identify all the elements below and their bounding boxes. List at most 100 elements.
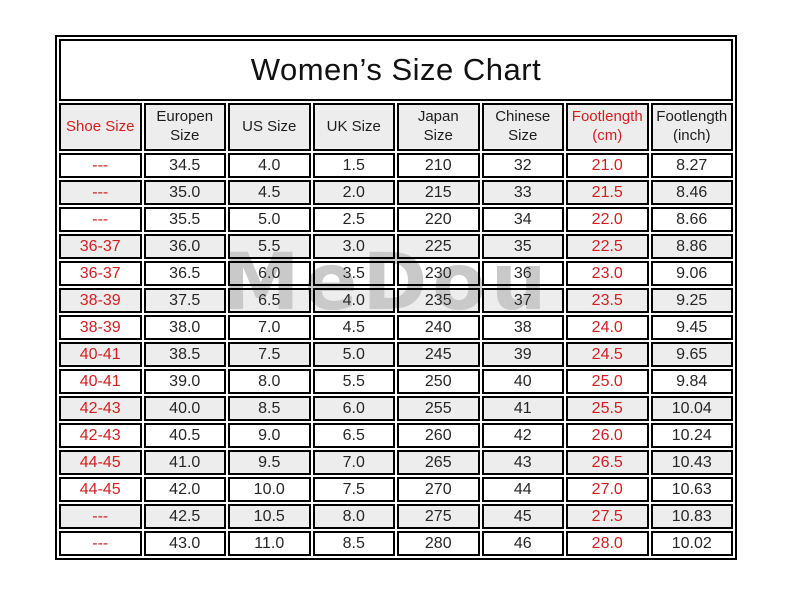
column-header: Europen Size [143, 103, 226, 151]
table-cell: 8.86 [650, 234, 733, 259]
table-row: 44-45 42.0 10.0 7.5 270 44 27.0 10.63 [59, 477, 733, 502]
table-cell: 6.5 [228, 288, 311, 313]
table-cell: 35.0 [143, 180, 226, 205]
table-cell: 10.24 [650, 423, 733, 448]
table-cell: 5.5 [228, 234, 311, 259]
table-cell: 28.0 [566, 531, 649, 556]
table-cell: 210 [397, 153, 480, 178]
table-cell: 44 [481, 477, 564, 502]
table-cell: 45 [481, 504, 564, 529]
table-cell: 34.5 [143, 153, 226, 178]
column-header: Shoe Size [59, 103, 142, 151]
table-cell: 26.5 [566, 450, 649, 475]
table-cell: 32 [481, 153, 564, 178]
table-cell: 250 [397, 369, 480, 394]
table-cell: 40-41 [59, 342, 142, 367]
table-cell: 270 [397, 477, 480, 502]
table-cell: 42-43 [59, 396, 142, 421]
table-cell: 7.5 [228, 342, 311, 367]
table-row: 40-41 38.5 7.5 5.0 245 39 24.5 9.65 [59, 342, 733, 367]
table-cell: 8.66 [650, 207, 733, 232]
table-cell: 8.0 [228, 369, 311, 394]
table-cell: 26.0 [566, 423, 649, 448]
table-cell: 4.0 [312, 288, 395, 313]
table-cell: 27.0 [566, 477, 649, 502]
table-cell: 46 [481, 531, 564, 556]
table-cell: 35 [481, 234, 564, 259]
table-cell: 41.0 [143, 450, 226, 475]
womens-size-chart-table: Women’s Size Chart Shoe Size Europen Size… [55, 35, 737, 560]
table-cell: --- [59, 531, 142, 556]
table-cell: 38.0 [143, 315, 226, 340]
table-cell: 260 [397, 423, 480, 448]
column-header: Footlength (cm) [566, 103, 649, 151]
table-cell: 10.02 [650, 531, 733, 556]
table-row: 44-45 41.0 9.5 7.0 265 43 26.5 10.43 [59, 450, 733, 475]
table-cell: 10.04 [650, 396, 733, 421]
table-cell: 40.5 [143, 423, 226, 448]
table-cell: --- [59, 207, 142, 232]
table-row: --- 34.5 4.0 1.5 210 32 21.0 8.27 [59, 153, 733, 178]
table-cell: 44-45 [59, 477, 142, 502]
table-cell: 23.0 [566, 261, 649, 286]
table-cell: 9.84 [650, 369, 733, 394]
table-cell: 34 [481, 207, 564, 232]
table-cell: 11.0 [228, 531, 311, 556]
table-cell: 36.0 [143, 234, 226, 259]
table-cell: 7.0 [228, 315, 311, 340]
table-cell: 240 [397, 315, 480, 340]
table-row: 38-39 38.0 7.0 4.5 240 38 24.0 9.45 [59, 315, 733, 340]
table-cell: 2.0 [312, 180, 395, 205]
table-row: 36-37 36.0 5.5 3.0 225 35 22.5 8.86 [59, 234, 733, 259]
table-cell: 36 [481, 261, 564, 286]
table-cell: 9.25 [650, 288, 733, 313]
table-cell: 25.5 [566, 396, 649, 421]
header-row: Shoe Size Europen Size US Size UK Size Japan… [59, 103, 733, 151]
table-cell: 36.5 [143, 261, 226, 286]
table-cell: 21.0 [566, 153, 649, 178]
table-cell: 38.5 [143, 342, 226, 367]
table-cell: 5.0 [228, 207, 311, 232]
table-row: 36-37 36.5 6.0 3.5 230 36 23.0 9.06 [59, 261, 733, 286]
column-header: Japan Size [397, 103, 480, 151]
table-cell: 22.0 [566, 207, 649, 232]
table-cell: 215 [397, 180, 480, 205]
table-cell: --- [59, 504, 142, 529]
table-cell: 22.5 [566, 234, 649, 259]
table-row: 42-43 40.5 9.0 6.5 260 42 26.0 10.24 [59, 423, 733, 448]
table-cell: 255 [397, 396, 480, 421]
table-cell: 2.5 [312, 207, 395, 232]
table-row: 42-43 40.0 8.5 6.0 255 41 25.5 10.04 [59, 396, 733, 421]
table-cell: 5.5 [312, 369, 395, 394]
table-cell: 40.0 [143, 396, 226, 421]
table-cell: 10.0 [228, 477, 311, 502]
table-cell: --- [59, 153, 142, 178]
table-cell: 245 [397, 342, 480, 367]
table-cell: 8.46 [650, 180, 733, 205]
table-cell: 5.0 [312, 342, 395, 367]
table-row: --- 43.0 11.0 8.5 280 46 28.0 10.02 [59, 531, 733, 556]
table-cell: 9.0 [228, 423, 311, 448]
table-cell: 37.5 [143, 288, 226, 313]
table-cell: 10.63 [650, 477, 733, 502]
table-cell: 38-39 [59, 315, 142, 340]
table-cell: 41 [481, 396, 564, 421]
table-cell: 40 [481, 369, 564, 394]
table-cell: 9.45 [650, 315, 733, 340]
table-cell: 42-43 [59, 423, 142, 448]
table-cell: 23.5 [566, 288, 649, 313]
table-cell: 10.5 [228, 504, 311, 529]
table-cell: 35.5 [143, 207, 226, 232]
table-cell: 8.0 [312, 504, 395, 529]
table-cell: 7.5 [312, 477, 395, 502]
table-cell: 9.06 [650, 261, 733, 286]
table-row: 40-41 39.0 8.0 5.5 250 40 25.0 9.84 [59, 369, 733, 394]
table-cell: 9.5 [228, 450, 311, 475]
table-cell: 220 [397, 207, 480, 232]
table-cell: 4.5 [228, 180, 311, 205]
table-cell: 44-45 [59, 450, 142, 475]
table-cell: 7.0 [312, 450, 395, 475]
table-cell: 265 [397, 450, 480, 475]
table-cell: 6.0 [228, 261, 311, 286]
table-cell: 38-39 [59, 288, 142, 313]
